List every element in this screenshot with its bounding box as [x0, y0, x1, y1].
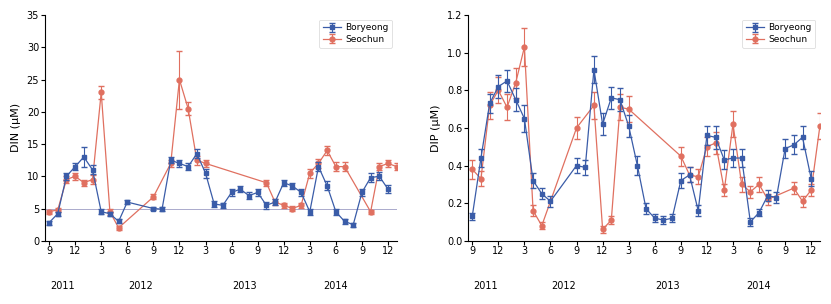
Text: 2011: 2011: [473, 282, 498, 291]
Text: 2013: 2013: [656, 282, 680, 291]
Text: 2011: 2011: [50, 282, 75, 291]
Y-axis label: DIP (μM): DIP (μM): [431, 104, 441, 152]
Text: 2012: 2012: [551, 282, 576, 291]
Legend: Boryeong, Seochun: Boryeong, Seochun: [742, 20, 815, 47]
Text: 2012: 2012: [128, 282, 153, 291]
Y-axis label: DIN (μM): DIN (μM): [11, 103, 21, 153]
Text: 2014: 2014: [747, 282, 771, 291]
Text: 2014: 2014: [323, 282, 348, 291]
Text: 2013: 2013: [233, 282, 257, 291]
Legend: Boryeong, Seochun: Boryeong, Seochun: [319, 20, 392, 47]
